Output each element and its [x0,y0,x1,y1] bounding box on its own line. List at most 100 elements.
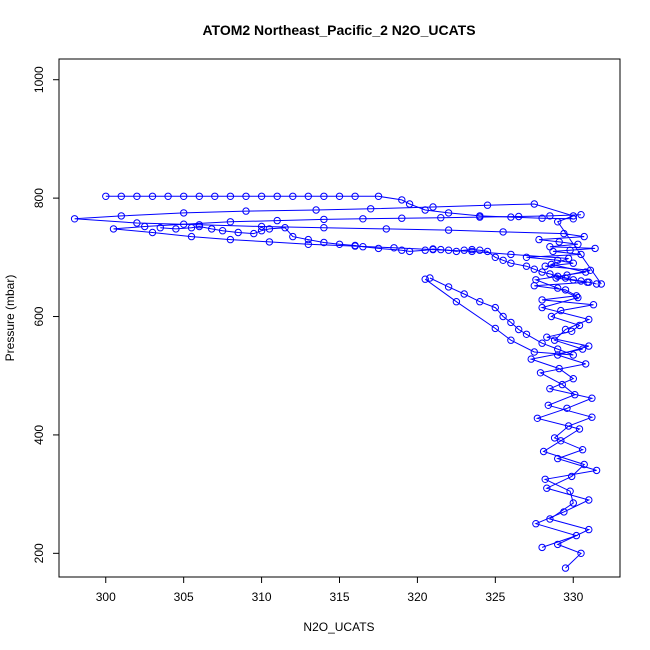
data-point-0-61 [367,205,375,213]
data-point-4-3 [476,298,484,306]
data-point-1-40 [141,222,149,231]
y-axis-label: Pressure (mbar) [3,275,17,362]
series-line-0 [74,203,602,569]
data-point-1-21 [585,315,593,324]
data-point-3-2 [133,192,141,201]
data-point-2-15 [351,241,359,250]
data-point-2-16 [359,243,367,251]
y-tick-label-3: 800 [32,188,46,208]
y-axis: 200 400 600 800 1000 [32,66,59,563]
data-point-0-21 [543,333,551,341]
data-point-0-3 [585,525,593,534]
data-point-3-15 [335,192,344,201]
data-point-3-5 [180,192,188,201]
data-point-1-27 [547,260,556,269]
data-point-4-13 [507,336,515,344]
data-point-3-11 [273,192,281,201]
data-point-1-15 [569,375,577,383]
data-point-0-63 [483,201,492,209]
data-point-4-8 [522,330,531,338]
data-point-1-10 [575,425,584,433]
data-point-3-16 [351,192,359,201]
data-point-2-32 [522,262,531,270]
data-point-2-11 [289,232,297,241]
data-point-4-4 [491,303,499,312]
y-tick-label-0: 200 [32,543,46,563]
data-point-1-28 [564,254,573,263]
data-point-1-5 [543,484,551,492]
data-point-2-3 [195,222,204,231]
data-point-2-19 [405,247,414,256]
data-point-1-13 [588,394,596,402]
data-point-1-6 [568,472,576,481]
data-point-2-22 [437,245,445,254]
data-point-1-22 [538,303,546,312]
data-point-0-56 [70,215,79,223]
data-point-1-41 [180,220,188,228]
data-point-0-48 [560,229,568,238]
data-point-3-23 [507,213,515,221]
data-point-0-41 [566,246,574,254]
data-point-2-20 [421,246,429,254]
data-point-1-8 [539,447,548,456]
data-point-3-4 [164,192,172,201]
data-point-2-14 [335,240,344,249]
data-point-0-26 [589,301,598,309]
data-point-1-49 [515,212,523,221]
x-tick-label-1: 305 [174,590,194,604]
data-point-1-0 [538,543,546,552]
data-point-4-14 [491,324,499,333]
data-point-1-46 [398,214,406,222]
data-point-1-9 [557,437,565,445]
data-point-1-50 [546,212,554,220]
data-point-1-51 [577,211,585,219]
x-tick-label-3: 315 [329,590,349,604]
data-point-1-34 [304,240,312,249]
data-point-2-30 [499,256,507,264]
data-point-0-58 [180,209,188,217]
data-point-0-47 [580,232,588,241]
data-point-2-10 [281,224,289,232]
data-point-1-38 [148,228,157,237]
data-point-4-0 [426,274,434,282]
data-point-3-17 [374,192,383,201]
data-point-3-9 [242,192,250,201]
data-point-0-60 [312,206,320,214]
data-point-1-36 [226,235,235,244]
data-point-2-17 [374,244,383,253]
data-point-0-5 [569,499,577,507]
data-point-1-26 [582,268,590,276]
data-point-1-24 [554,284,562,292]
data-point-2-38 [569,276,577,284]
data-point-2-13 [320,238,328,247]
data-point-0-9 [554,454,562,463]
data-point-2-1 [172,225,180,233]
data-point-0-18 [582,360,590,368]
data-point-4-2 [460,290,468,298]
data-point-3-22 [476,212,484,220]
data-point-2-36 [554,272,562,280]
data-point-0-51 [382,225,390,233]
data-point-1-7 [580,460,588,469]
data-point-0-11 [550,434,559,442]
data-point-1-4 [585,496,593,504]
data-point-3-19 [405,200,414,208]
data-point-2-0 [156,224,165,232]
data-point-2-26 [468,245,476,254]
data-point-1-43 [273,216,281,225]
data-point-4-12 [530,348,538,356]
y-tick-label-1: 400 [32,425,46,445]
data-point-2-21 [429,245,437,253]
data-point-0-1 [577,549,585,557]
data-point-0-43 [546,243,554,251]
data-point-1-44 [320,215,328,224]
data-point-3-3 [148,192,157,201]
data-point-0-45 [555,238,563,246]
data-point-0-46 [535,235,543,244]
data-point-2-23 [444,246,453,254]
data-point-1-19 [550,336,559,344]
data-point-3-8 [226,192,235,201]
data-point-1-35 [265,238,274,246]
data-point-2-8 [257,227,266,235]
x-tick-label-2: 310 [252,590,272,604]
